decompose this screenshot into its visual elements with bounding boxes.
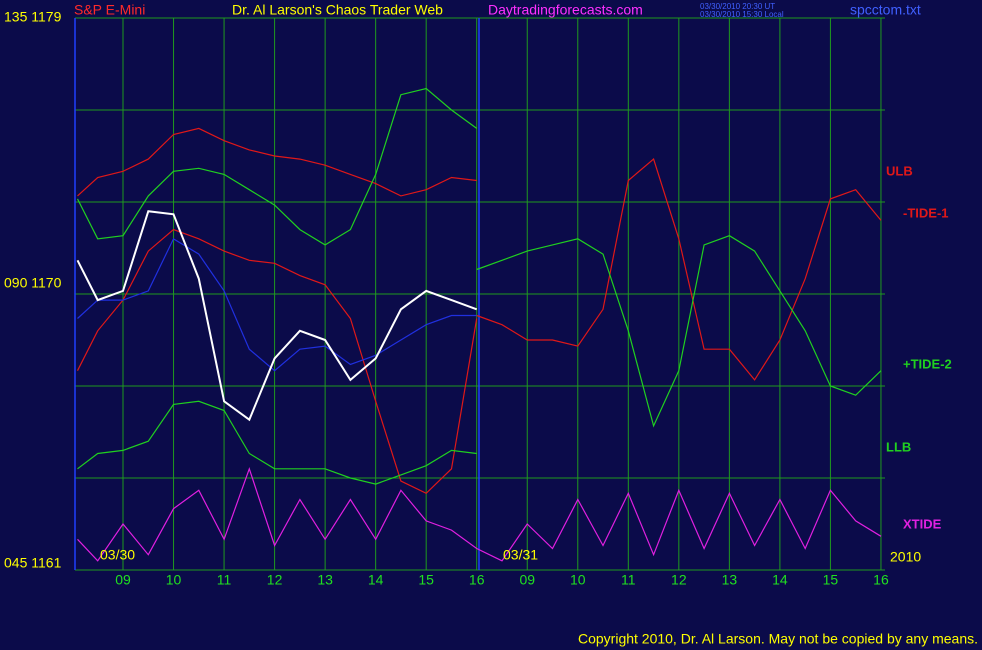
x-tick-label: 10 — [166, 572, 182, 588]
x-tick-label: 14 — [368, 572, 384, 588]
series-line — [77, 127, 477, 197]
file-name: spcctom.txt — [850, 2, 921, 18]
site: Daytradingforecasts.com — [488, 2, 643, 18]
y-tick-label: 135 1179 — [4, 9, 62, 25]
copyright: Copyright 2010, Dr. Al Larson. May not b… — [578, 631, 978, 647]
x-tick-label: 12 — [267, 572, 283, 588]
series-line — [76, 228, 478, 495]
y-tick-label: 045 1161 — [4, 555, 62, 571]
chart-title: Dr. Al Larson's Chaos Trader Web — [232, 2, 443, 18]
series-label: -TIDE-1 — [903, 205, 949, 220]
x-tick-label: 12 — [671, 572, 687, 588]
series-line — [76, 87, 478, 246]
x-tick-label: 11 — [217, 572, 232, 588]
series-line — [77, 466, 882, 562]
x-tick-label: 14 — [772, 572, 788, 588]
day-label: 03/31 — [503, 547, 538, 563]
x-tick-label: 15 — [823, 572, 839, 588]
y-tick-label: 090 1170 — [4, 275, 62, 291]
series-line — [476, 158, 882, 381]
series-label: +TIDE-2 — [903, 356, 952, 371]
x-tick-label: 11 — [621, 572, 636, 588]
x-tick-label: 09 — [115, 572, 131, 588]
x-tick-label: 15 — [418, 572, 434, 588]
x-tick-label: 13 — [722, 572, 738, 588]
day-label: 2010 — [890, 549, 921, 565]
x-tick-label: 16 — [873, 572, 889, 588]
symbol: S&P E-Mini — [74, 2, 145, 18]
x-tick-label: 10 — [570, 572, 586, 588]
series-line — [77, 237, 477, 372]
x-tick-label: 09 — [519, 572, 535, 588]
series-label: XTIDE — [903, 516, 942, 531]
series-line — [476, 235, 882, 428]
x-tick-label: 13 — [317, 572, 333, 588]
series-line — [76, 210, 478, 422]
series-line — [77, 400, 477, 485]
series-label: ULB — [886, 163, 913, 178]
grid — [75, 17, 885, 571]
timestamp: 03/30/2010 20:30 UT — [700, 2, 775, 11]
series-lines — [76, 87, 882, 562]
x-tick-label: 16 — [469, 572, 485, 588]
timestamp: 03/30/2010 15:30 Local — [700, 10, 784, 19]
series-label: LLB — [886, 439, 911, 454]
day-label: 03/30 — [100, 547, 135, 563]
